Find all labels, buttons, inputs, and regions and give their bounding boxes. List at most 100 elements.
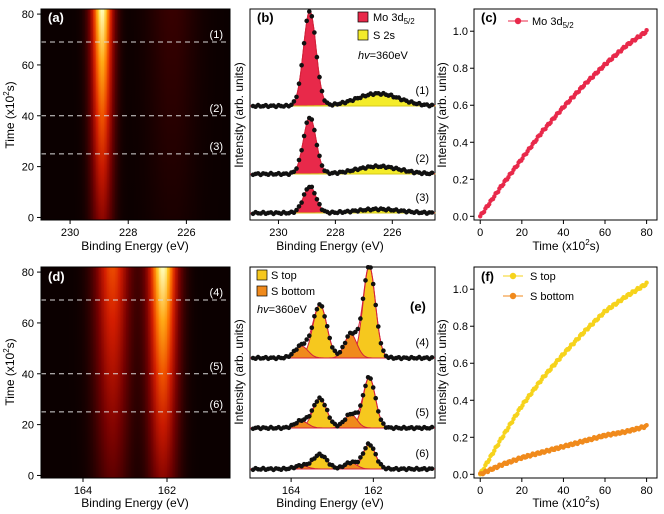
heatmap-a-column [111, 9, 115, 220]
y-tick-label-d: 80 [22, 267, 34, 279]
spectrum-label-b-2: (2) [416, 153, 429, 165]
heatmap-a-column [102, 9, 105, 220]
y-tick-label-a: 80 [22, 9, 34, 21]
data-point-b-1 [289, 102, 294, 108]
heatmap-d-column [217, 267, 220, 478]
heatmap-d-column [41, 267, 44, 478]
heatmap-a-column [70, 9, 74, 220]
heatmap-d-column [80, 267, 83, 478]
x-tick-label-d: 164 [74, 485, 92, 497]
data-point-e-2 [381, 421, 386, 426]
heatmap-a-column [75, 9, 78, 220]
data-point-e-3 [360, 451, 366, 456]
heatmap-a-column [160, 9, 163, 220]
heatmap-d-column [222, 267, 225, 478]
heatmap-a-column [151, 9, 154, 220]
heatmap-a-column [92, 9, 96, 220]
heatmap-a-column [45, 9, 48, 220]
data-point-e-2 [307, 414, 312, 419]
heatmap-a-column [48, 9, 52, 220]
heatmap-d-column [102, 267, 105, 478]
panel-a-heatmap: (1) (2) (3) (a) 230 228 226 0 20 40 60 80 Bindin… [2, 8, 231, 253]
heatmap-a-column [152, 9, 155, 220]
kinetic-point-f-1 [529, 391, 534, 397]
heatmap-a-column [99, 9, 102, 220]
kinetic-point-f-1 [506, 425, 511, 430]
heatmap-d-column [225, 267, 228, 478]
heatmap-d-column [116, 267, 119, 478]
heatmap-d-column [61, 267, 64, 478]
heatmap-a-column [72, 9, 75, 220]
heatmap-d-column [171, 267, 174, 478]
heatmap-d-column [143, 267, 146, 478]
legend-marker-s-top-f [509, 272, 517, 280]
kinetic-point-c-1 [487, 202, 492, 207]
data-point-b-1 [296, 81, 302, 86]
heatmap-a-column [173, 9, 176, 220]
heatmap-a-column [171, 9, 174, 220]
cut-label-a-1: (1) [210, 29, 223, 41]
x-tick-label-c: 0 [477, 227, 483, 239]
y-tick-label-f: 0.0 [453, 469, 468, 481]
heatmap-a-column [91, 9, 94, 220]
legend-label-s-bottom-f: S bottom [530, 291, 574, 303]
panel-d-heatmap: (4) (5) (6) (d) 164 162 0 20 40 60 80 Binding E… [2, 266, 231, 510]
heatmap-d-column [88, 267, 91, 478]
data-point-e-1 [337, 349, 343, 355]
y-tick-label-f: 0.4 [453, 395, 468, 407]
heatmap-d-column [53, 267, 56, 478]
data-point-b-3 [296, 204, 302, 209]
data-point-b-1 [294, 94, 299, 100]
data-point-e-1 [345, 334, 350, 339]
heatmap-a-column [63, 9, 66, 220]
kinetic-point-f-1 [510, 420, 515, 425]
legend-label-mo-c: Mo 3d5/2 [532, 16, 574, 30]
data-point-e-2 [373, 395, 379, 401]
heatmap-d-column [178, 267, 181, 478]
data-point-e-2 [324, 407, 330, 413]
spectrum-label-e-1: (4) [416, 337, 429, 349]
data-point-e-1 [363, 278, 368, 283]
data-point-e-2 [370, 385, 376, 390]
heatmap-d-column [193, 267, 196, 478]
data-point-e-1 [294, 347, 299, 352]
heatmap-d-column [228, 267, 230, 478]
heatmap-a-column [204, 9, 207, 220]
heatmap-a-column [58, 9, 61, 220]
x-tick-label-b: 226 [383, 227, 401, 239]
heatmap-a-column [154, 9, 157, 220]
heatmap-a-frame [40, 8, 231, 221]
heatmap-d-column [121, 267, 124, 478]
heatmap-d-column [184, 267, 187, 478]
heatmap-d-column [97, 267, 100, 478]
heatmap-d-column [159, 267, 162, 478]
heatmap-d-column [154, 267, 157, 478]
photon-energy-b: hv=360eV [358, 50, 409, 62]
heatmap-a-column [218, 9, 222, 220]
heatmap-a-column [198, 9, 201, 220]
heatmap-a-column [127, 9, 130, 220]
heatmap-a-column [196, 9, 200, 220]
heatmap-d-column [223, 267, 226, 478]
heatmap-d-column [107, 267, 110, 478]
x-tick-label-b: 228 [326, 227, 344, 239]
data-point-e-3 [370, 446, 376, 452]
data-point-e-1 [330, 345, 335, 350]
heatmap-a-column [81, 9, 85, 220]
heatmap-d-column [94, 267, 97, 478]
heatmap-a-column [137, 9, 140, 220]
data-point-e-2 [342, 417, 348, 423]
heatmap-d-column [135, 267, 138, 478]
heatmap-d-column [50, 267, 53, 478]
heatmap-d-column [67, 267, 70, 478]
y-tick-label-d: 20 [22, 420, 34, 432]
data-point-e-2 [358, 403, 363, 408]
heatmap-d-column [204, 267, 207, 478]
heatmap-d-column [72, 267, 75, 478]
heatmap-a-column [133, 9, 137, 220]
x-axis-label-b: Binding Energy (eV) [276, 239, 383, 253]
heatmap-d-column [52, 267, 55, 478]
panel-label-b: (b) [257, 10, 274, 25]
legend-label-s-top-f: S top [530, 271, 556, 283]
